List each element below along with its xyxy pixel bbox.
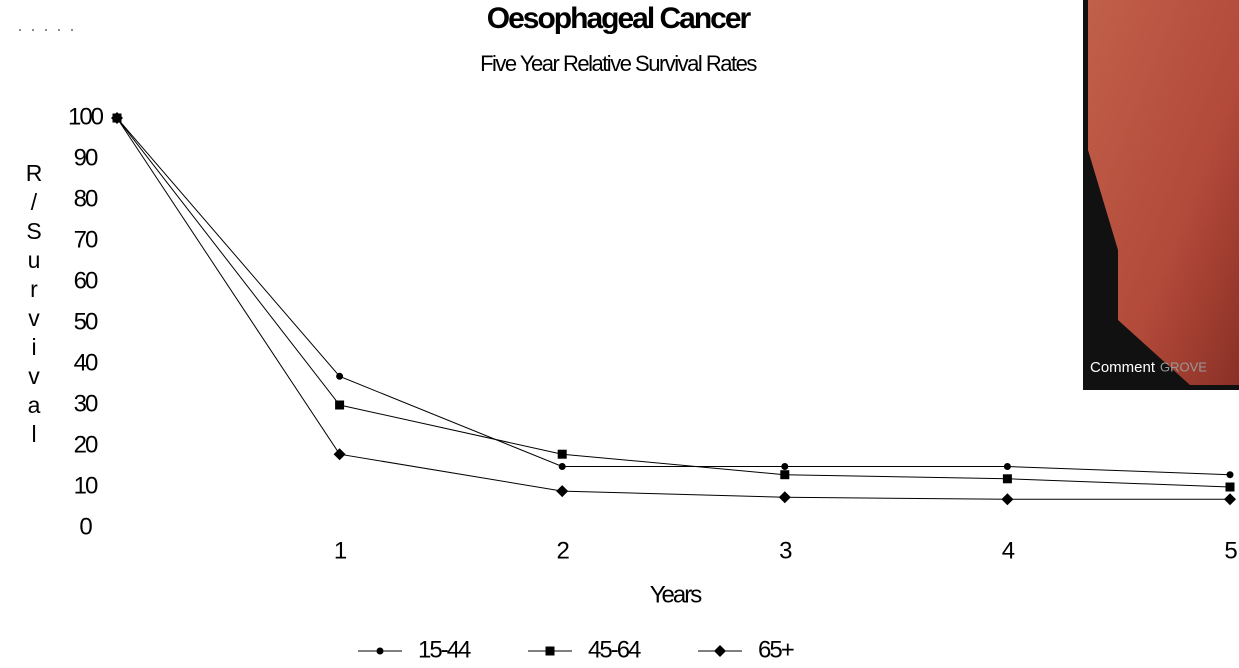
x-tick-label: 3 <box>779 537 792 564</box>
photo: Comment GROVE <box>1083 0 1239 390</box>
photo-caption: Comment <box>1090 359 1156 376</box>
y-tick-label: 10 <box>74 472 98 499</box>
photo-caption: GROVE <box>1160 359 1207 374</box>
y-tick-label: 0 <box>79 513 92 540</box>
series-line <box>117 118 1230 499</box>
y-tick-label: 20 <box>74 431 98 458</box>
chart-subtitle: Five Year Relative Survival Rates <box>480 51 757 76</box>
y-tick-label: 100 <box>68 103 104 130</box>
data-point <box>780 470 789 479</box>
x-tick-label: 4 <box>1002 537 1015 564</box>
series-line <box>117 118 1230 475</box>
y-tick-label: 70 <box>74 226 98 253</box>
x-tick-label: 5 <box>1224 537 1237 564</box>
y-tick-label: 90 <box>74 144 98 171</box>
legend-label: 15-44 <box>418 636 471 663</box>
y-tick-label: 50 <box>74 308 98 335</box>
chart-title: Oesophageal Cancer <box>487 2 752 35</box>
dots <box>19 29 73 31</box>
page: {"chart_data": {"type": "line", "title":… <box>0 0 1239 668</box>
x-tick-label: 1 <box>334 537 347 564</box>
legend-marker <box>714 645 726 657</box>
data-point <box>1003 474 1012 483</box>
data-point <box>336 373 343 380</box>
data-point <box>1004 463 1011 470</box>
legend-marker <box>546 647 555 656</box>
data-point <box>781 463 788 470</box>
legend-label: 45-64 <box>588 636 641 663</box>
data-point <box>334 448 346 460</box>
y-tick-label: 40 <box>74 349 98 376</box>
legend-marker <box>377 648 384 655</box>
legend-label: 65+ <box>758 636 794 663</box>
data-point <box>779 491 791 503</box>
y-axis-label: R/Survival <box>22 160 45 450</box>
data-point <box>1224 493 1236 505</box>
data-point <box>1227 471 1234 478</box>
chart: Comment GROVE Oesophageal Cancer Five Ye… <box>0 0 1239 668</box>
x-axis-label: Years <box>650 581 702 608</box>
data-point <box>559 463 566 470</box>
y-tick-label: 60 <box>74 267 98 294</box>
series-line <box>117 118 1230 487</box>
data-point <box>1226 483 1235 492</box>
data-point <box>335 401 344 410</box>
y-tick-label: 80 <box>74 185 98 212</box>
x-tick-label: 2 <box>557 537 570 564</box>
y-tick-label: 30 <box>74 390 98 417</box>
data-point <box>556 485 568 497</box>
data-point <box>1001 493 1013 505</box>
data-point <box>558 450 567 459</box>
